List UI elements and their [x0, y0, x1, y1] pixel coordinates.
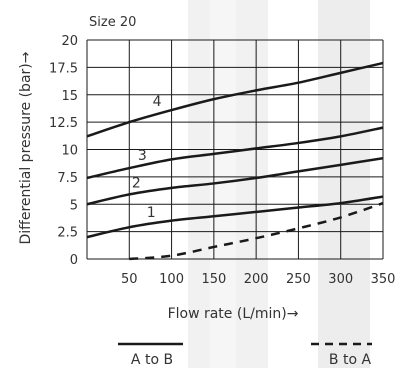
- legend: A to B B to A: [118, 342, 372, 368]
- y-tick-labels: 0 2.5 5 7.5 10 12.5 15 17.5 20: [49, 34, 78, 268]
- curve-label-1: 1: [147, 205, 156, 221]
- y-tick-label: 5: [70, 198, 78, 213]
- y-tick-label: 0: [70, 253, 78, 268]
- curve-labels: 4 3 21: [132, 94, 162, 221]
- y-tick-label: 12.5: [49, 116, 78, 131]
- legend-label-a-to-b: A to B: [131, 352, 173, 368]
- y-tick-label: 20: [61, 34, 78, 49]
- x-tick-label: 100: [159, 272, 184, 287]
- curve-label-3: 3: [138, 148, 147, 164]
- legend-label-b-to-a: B to A: [329, 352, 372, 368]
- series-lines: [86, 61, 384, 261]
- curve-label-4: 4: [153, 94, 162, 110]
- x-tick-label: 200: [244, 272, 269, 287]
- x-axis-label: Flow rate (L/min)→: [168, 306, 299, 322]
- series-line-1: [86, 195, 384, 239]
- y-tick-label: 2.5: [57, 226, 78, 241]
- y-tick-label: 10: [61, 144, 78, 159]
- x-tick-label: 350: [371, 272, 395, 287]
- x-tick-label: 250: [286, 272, 311, 287]
- x-tick-labels: 50 100 150 200 250 300 350: [121, 272, 395, 287]
- x-tick-label: 150: [201, 272, 226, 287]
- x-tick-label: 50: [121, 272, 138, 287]
- y-tick-label: 15: [61, 89, 78, 104]
- y-tick-label: 7.5: [57, 171, 78, 186]
- curve-label-2: 2: [132, 176, 141, 192]
- grid: [86, 39, 384, 260]
- series-line-4: [86, 61, 384, 138]
- series-line-3: [86, 126, 384, 180]
- series-line-2: [86, 157, 384, 206]
- y-tick-label: 17.5: [49, 61, 78, 76]
- chart-title: Size 20: [89, 15, 136, 30]
- y-axis-label: Differential pressure (bar)→: [18, 51, 34, 244]
- series-line-b-to-a: [129, 201, 384, 261]
- x-tick-label: 300: [328, 272, 353, 287]
